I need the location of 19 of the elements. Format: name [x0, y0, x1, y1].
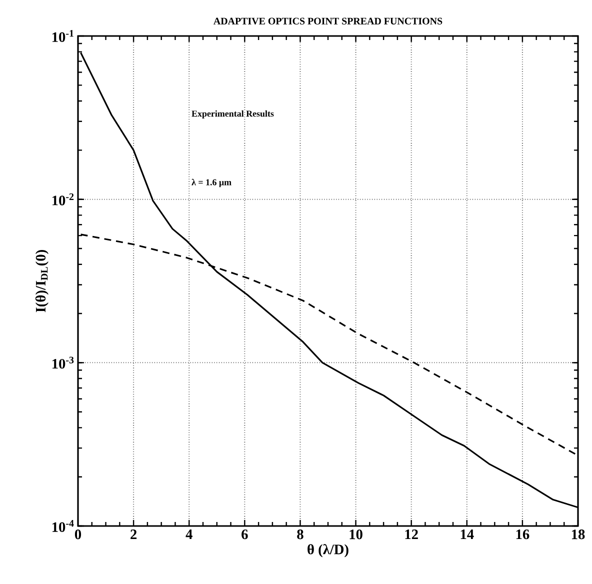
x-tick-label: 2: [130, 530, 137, 540]
annotation: Experimental Results: [192, 110, 274, 118]
x-tick-label: 18: [572, 530, 585, 540]
x-tick-label: 8: [297, 530, 304, 540]
y-axis-title: I(θ)/I$_{DL}$(0): [35, 250, 48, 312]
x-tick-label: 14: [460, 530, 474, 539]
y-tick-label: 10$^{-1}$: [52, 30, 74, 42]
x-tick-label: 4: [186, 530, 192, 539]
x-tick-label: 0: [74, 530, 82, 540]
y-tick-label: 10$^{-2}$: [52, 193, 74, 206]
x-tick-label: 16: [516, 530, 530, 540]
x-tick-label: 6: [242, 530, 248, 540]
annotation: λ = 1.6 μm: [192, 178, 232, 188]
x-tick-label: 12: [405, 530, 418, 540]
x-axis-title: θ (λ/D): [308, 544, 348, 558]
y-tick-label: 10$^{-4}$: [52, 520, 74, 532]
x-tick-label: 10: [350, 530, 362, 540]
y-tick-label: 10$^{-3}$: [52, 356, 74, 369]
chart-title: ADAPTIVE OPTICS POINT SPREAD FUNCTIONS: [214, 18, 442, 25]
